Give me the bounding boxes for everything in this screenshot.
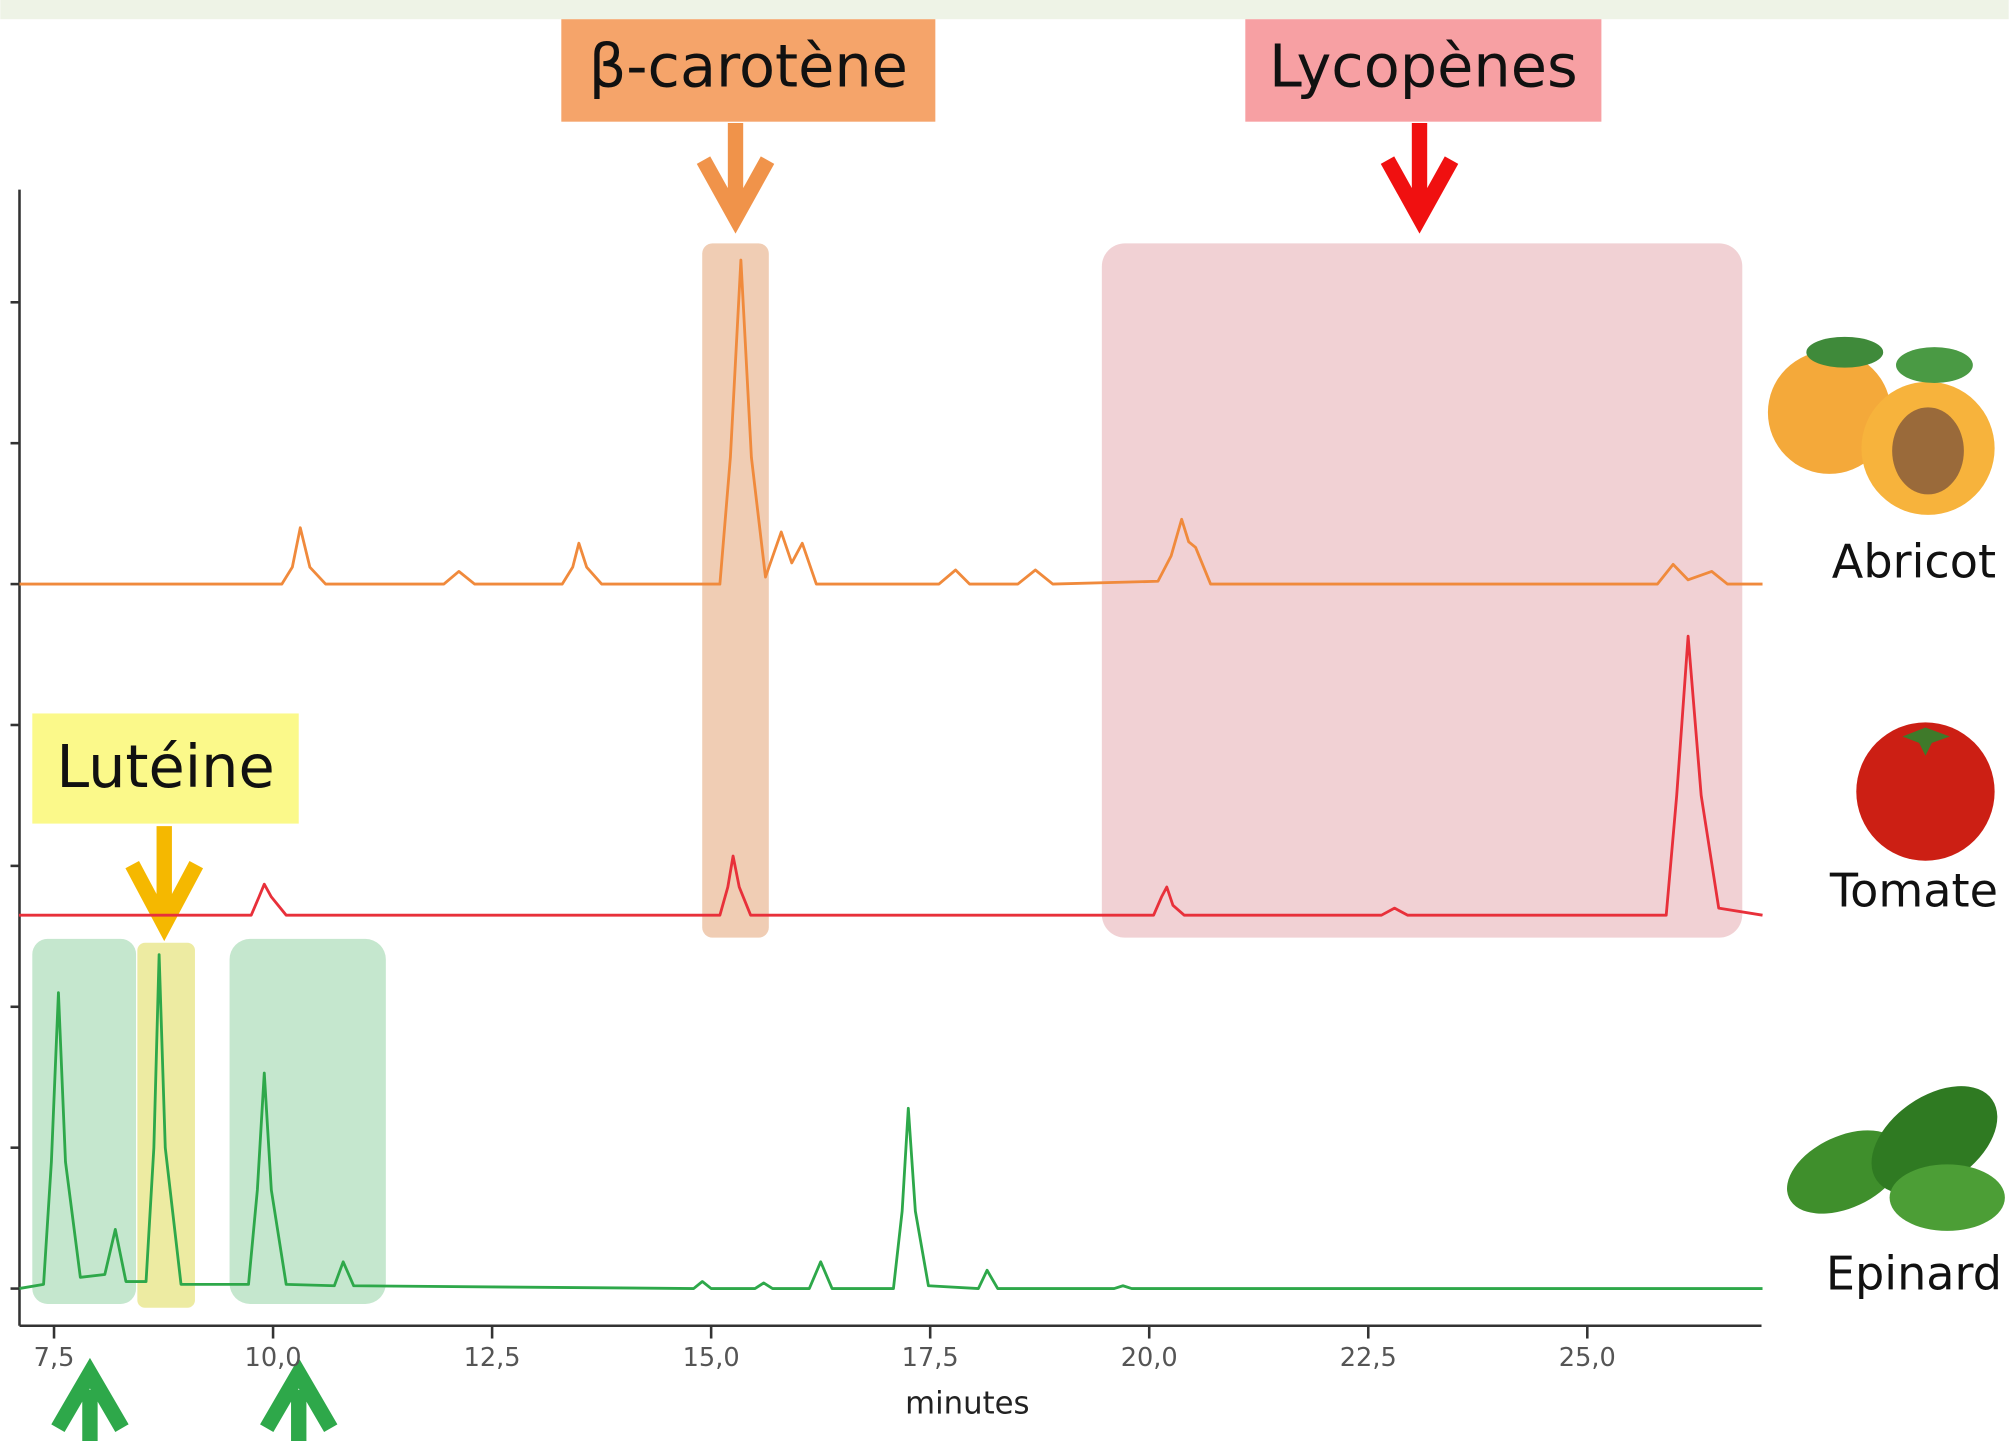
arrow xyxy=(260,1357,338,1441)
annotation-box xyxy=(32,713,299,824)
series-line xyxy=(18,953,1763,1290)
annotation-box xyxy=(561,19,936,122)
x-tick-label: 17,5 xyxy=(902,1343,959,1373)
green-band xyxy=(229,938,386,1304)
x-axis-label: minutes xyxy=(905,1386,1029,1422)
luteine-band xyxy=(137,942,195,1308)
x-tick-label: 22,5 xyxy=(1340,1343,1397,1373)
top-strip xyxy=(0,0,2009,20)
series-line xyxy=(18,634,1763,917)
lycopene-band xyxy=(1101,243,1743,938)
annotation: Lycopènes xyxy=(1269,32,1578,101)
x-tick-label: 7,5 xyxy=(34,1343,75,1373)
legend-label: Epinard xyxy=(1826,1247,2002,1301)
beta-carotene-band xyxy=(702,243,769,938)
legend-label: Abricot xyxy=(1832,534,1996,588)
x-tick-label: 15,0 xyxy=(683,1343,740,1373)
arrow xyxy=(696,122,775,234)
x-tick-label: 12,5 xyxy=(464,1343,521,1373)
arrow xyxy=(1380,122,1459,234)
legend-label: Tomate xyxy=(1829,864,1998,918)
series-line xyxy=(18,258,1763,586)
spinach-icon xyxy=(1787,1086,2005,1231)
annotation-box xyxy=(1245,19,1602,122)
annotation: Lutéine xyxy=(56,732,274,801)
arrow xyxy=(51,1357,129,1441)
annotation: β-carotène xyxy=(589,32,908,101)
x-tick-label: 25,0 xyxy=(1559,1343,1616,1373)
x-tick-label: 10,0 xyxy=(245,1343,302,1373)
apricot-icon xyxy=(1767,336,1995,515)
x-tick-label: 20,0 xyxy=(1121,1343,1178,1373)
arrow xyxy=(125,826,204,942)
plot xyxy=(18,258,1763,1290)
tomato-icon xyxy=(1856,722,1995,861)
